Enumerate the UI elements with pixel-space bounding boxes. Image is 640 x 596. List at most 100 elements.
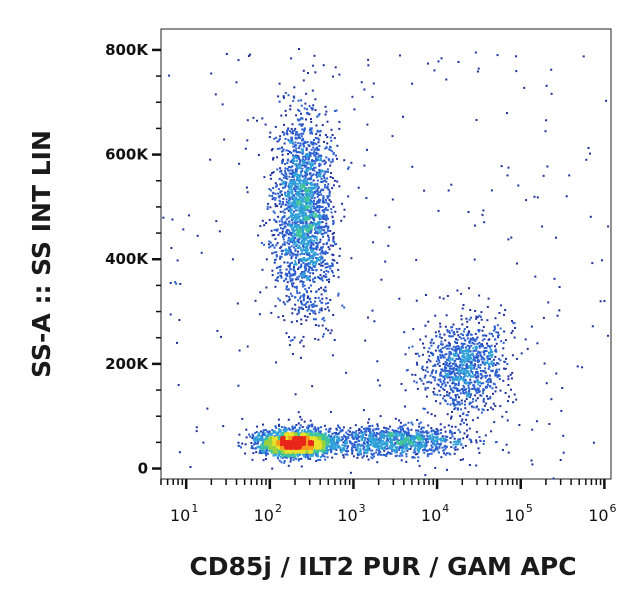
event-point bbox=[307, 276, 310, 279]
event-point bbox=[365, 441, 368, 444]
event-point bbox=[400, 383, 403, 385]
event-point bbox=[261, 117, 264, 120]
event-point bbox=[294, 248, 297, 251]
event-point bbox=[497, 336, 500, 339]
event-point bbox=[362, 444, 365, 447]
event-point bbox=[343, 445, 346, 448]
event-point bbox=[425, 444, 428, 446]
event-point bbox=[439, 322, 442, 325]
event-point bbox=[326, 263, 329, 265]
event-point bbox=[469, 361, 472, 364]
event-point bbox=[462, 384, 465, 387]
event-point bbox=[297, 147, 300, 150]
event-point bbox=[315, 428, 317, 431]
event-point bbox=[301, 198, 304, 201]
event-point bbox=[291, 174, 294, 177]
event-point bbox=[422, 342, 424, 345]
event-point bbox=[394, 446, 397, 449]
event-point bbox=[414, 352, 417, 355]
event-point bbox=[503, 330, 506, 333]
event-point bbox=[333, 179, 336, 182]
event-point bbox=[469, 337, 472, 340]
event-point bbox=[305, 259, 307, 262]
event-point bbox=[325, 231, 328, 234]
event-point bbox=[479, 384, 482, 387]
event-point bbox=[405, 437, 408, 440]
event-point bbox=[294, 237, 297, 240]
event-point bbox=[349, 471, 352, 474]
event-point bbox=[294, 127, 297, 130]
event-point bbox=[309, 279, 311, 282]
event-point bbox=[312, 160, 315, 162]
event-point bbox=[492, 402, 495, 405]
event-point bbox=[294, 216, 297, 219]
event-point bbox=[279, 274, 282, 277]
event-point bbox=[423, 449, 426, 451]
event-point bbox=[298, 225, 301, 228]
event-point bbox=[457, 334, 460, 337]
event-point bbox=[287, 190, 290, 193]
event-point bbox=[458, 396, 460, 399]
event-point bbox=[311, 263, 314, 266]
event-point bbox=[397, 427, 400, 430]
event-point bbox=[285, 231, 288, 234]
event-point bbox=[287, 239, 290, 242]
event-point bbox=[346, 447, 349, 450]
event-point bbox=[312, 235, 315, 238]
event-point bbox=[472, 350, 475, 353]
event-point bbox=[319, 199, 322, 202]
event-point bbox=[483, 353, 486, 356]
event-point bbox=[469, 374, 472, 377]
event-point bbox=[280, 461, 283, 464]
event-point bbox=[429, 374, 432, 377]
event-point bbox=[401, 441, 404, 444]
event-point bbox=[271, 450, 274, 453]
event-point bbox=[310, 199, 313, 202]
event-point bbox=[447, 359, 450, 362]
event-point bbox=[311, 221, 314, 224]
event-point bbox=[304, 207, 307, 210]
event-point bbox=[312, 205, 315, 208]
event-point bbox=[450, 183, 453, 186]
event-point bbox=[273, 233, 276, 236]
event-point bbox=[365, 197, 368, 199]
event-point bbox=[305, 275, 308, 277]
event-point bbox=[303, 128, 306, 131]
event-point bbox=[387, 244, 390, 247]
event-point bbox=[168, 74, 171, 77]
event-point bbox=[385, 455, 388, 457]
event-point bbox=[298, 216, 301, 219]
event-point bbox=[302, 69, 305, 72]
event-point bbox=[290, 245, 293, 248]
event-point bbox=[434, 364, 437, 367]
event-point bbox=[317, 173, 320, 176]
event-point bbox=[267, 452, 269, 455]
event-point bbox=[322, 226, 325, 229]
event-point bbox=[347, 437, 350, 440]
event-point bbox=[355, 429, 358, 432]
event-point bbox=[304, 288, 307, 291]
event-point bbox=[417, 456, 420, 459]
event-point bbox=[363, 432, 366, 435]
event-point bbox=[419, 421, 422, 424]
event-point bbox=[453, 331, 455, 334]
event-point bbox=[483, 334, 486, 337]
event-point bbox=[378, 453, 380, 456]
event-point bbox=[313, 183, 316, 186]
event-point bbox=[391, 438, 394, 441]
event-point bbox=[216, 329, 219, 332]
event-point bbox=[372, 82, 375, 85]
event-point bbox=[244, 147, 247, 150]
event-point bbox=[312, 303, 315, 306]
event-point bbox=[428, 380, 430, 383]
event-point bbox=[314, 312, 317, 315]
event-point bbox=[312, 143, 315, 146]
event-point bbox=[470, 393, 473, 396]
event-point bbox=[440, 428, 443, 431]
event-point bbox=[261, 435, 264, 437]
event-point bbox=[317, 210, 320, 213]
event-point bbox=[432, 437, 435, 440]
event-point bbox=[308, 113, 311, 116]
event-point bbox=[512, 401, 515, 404]
event-point bbox=[465, 414, 468, 417]
